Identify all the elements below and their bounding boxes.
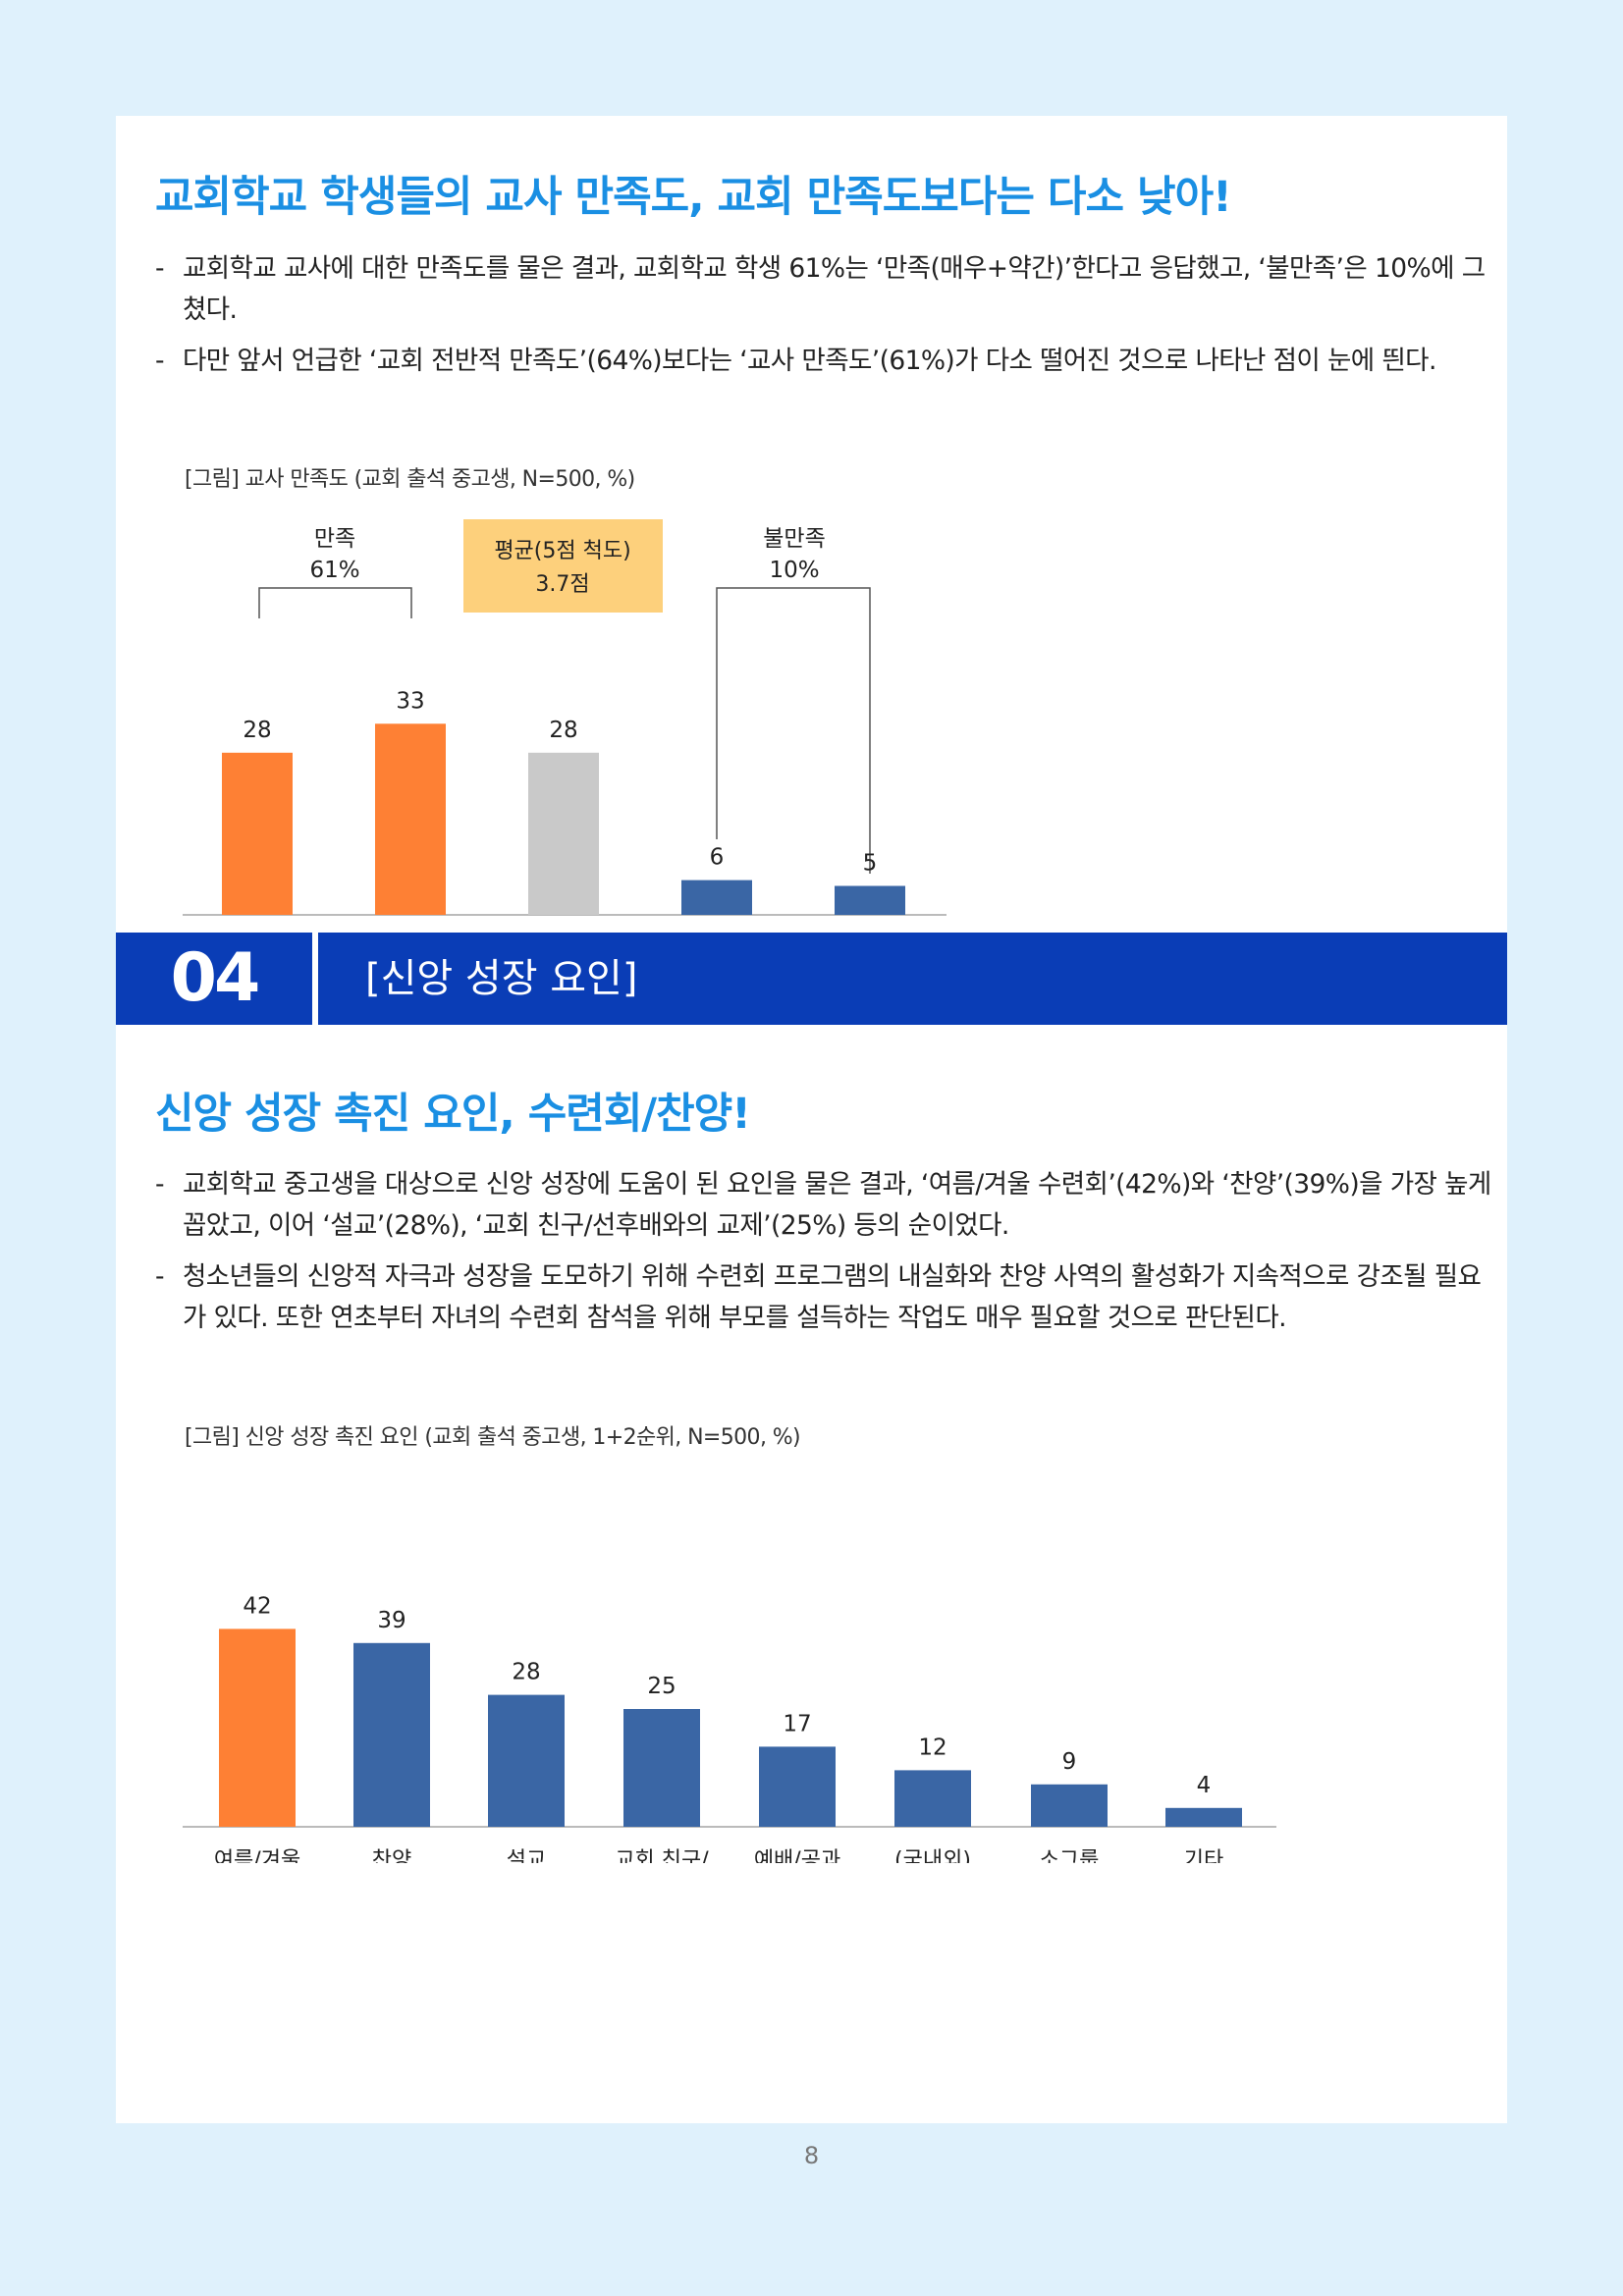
section2-bullet-1: 교회학교 중고생을 대상으로 신앙 성장에 도움이 된 요인을 물은 결과, ‘… xyxy=(155,1164,1495,1247)
chart2-bar xyxy=(623,1709,700,1827)
chart1-group-satisfied-value: 61% xyxy=(309,558,359,583)
section2-bullet-2: 청소년들의 신앙적 자극과 성장을 도모하기 위해 수련회 프로그램의 내실화와… xyxy=(155,1256,1495,1339)
chart2-category-label: 설교 xyxy=(507,1848,546,1863)
chart1-group-unsatisfied-label: 불만족 xyxy=(763,526,825,552)
chart2-category-label: 여름/겨울 xyxy=(214,1848,300,1863)
section-number: 04 xyxy=(170,939,261,1017)
chart1-average-line1: 평균(5점 척도) xyxy=(494,539,630,563)
page-sheet: 교회학교 학생들의 교사 만족도, 교회 만족도보다는 다소 낮아! 교회학교 … xyxy=(116,116,1507,2123)
chart2-value-label: 42 xyxy=(243,1593,271,1619)
chart1-unsatisfied-bracket xyxy=(716,587,871,874)
chart1-value-label: 28 xyxy=(549,718,577,743)
chart1-marks: 28매우 만족33만족하는 편28보통6불만족하는 편5매우 불만족 xyxy=(183,688,947,961)
chart2-category-label: 예배/공과 xyxy=(754,1848,840,1863)
chart2-bar xyxy=(219,1629,296,1827)
chart1-caption: [그림] 교사 만족도 (교회 출석 중고생, N=500, %) xyxy=(185,467,635,492)
page-number: 8 xyxy=(803,2142,820,2169)
chart1-value-label: 33 xyxy=(396,688,424,714)
chart2-bar xyxy=(1031,1784,1108,1827)
chart2-value-label: 9 xyxy=(1062,1749,1077,1775)
chart1-bar xyxy=(835,885,905,915)
chart2-bar xyxy=(894,1770,971,1827)
chart2-caption: [그림] 신앙 성장 촉진 요인 (교회 출석 중고생, 1+2순위, N=50… xyxy=(185,1425,801,1450)
chart2-bar xyxy=(488,1694,565,1827)
section1-bullet-1: 교회학교 교사에 대한 만족도를 물은 결과, 교회학교 학생 61%는 ‘만족… xyxy=(155,248,1495,331)
chart2-value-label: 12 xyxy=(918,1735,947,1760)
chart2-category-label: 기타 xyxy=(1184,1848,1223,1863)
section-header-bar: 04 [신앙 성장 요인] xyxy=(116,933,1507,1025)
chart2-value-label: 4 xyxy=(1197,1773,1212,1798)
chart2-bar xyxy=(353,1642,430,1827)
section-title: [신앙 성장 요인] xyxy=(365,956,638,1001)
section1-heading: 교회학교 학생들의 교사 만족도, 교회 만족도보다는 다소 낮아! xyxy=(155,173,1232,222)
chart1-average-line2: 3.7점 xyxy=(535,572,589,597)
chart2-value-label: 39 xyxy=(377,1608,406,1633)
chart2-category-label: (국내외) xyxy=(894,1848,971,1863)
chart1-bar xyxy=(375,723,446,915)
section1-bullet-2: 다만 앞서 언급한 ‘교회 전반적 만족도’(64%)보다는 ‘교사 만족도’(… xyxy=(155,341,1495,382)
chart1-satisfied-bracket xyxy=(258,587,412,618)
chart2-category-label: 소그룹 xyxy=(1040,1848,1100,1863)
chart1-value-label: 6 xyxy=(710,845,725,871)
chart2-bar xyxy=(1165,1807,1242,1827)
chart2-value-label: 17 xyxy=(783,1711,811,1736)
section2-heading: 신앙 성장 촉진 요인, 수련회/찬양! xyxy=(155,1090,751,1139)
chart1-bar xyxy=(528,752,599,915)
teacher-satisfaction-chart: 만족 61% 평균(5점 척도) 3.7점 불만족 10% 28매우 만족33만… xyxy=(183,519,947,961)
section2-bullets: 교회학교 중고생을 대상으로 신앙 성장에 도움이 된 요인을 물은 결과, ‘… xyxy=(155,1164,1495,1349)
chart1-group-satisfied-label: 만족 xyxy=(314,526,355,552)
chart1-average-box xyxy=(463,519,663,613)
chart1-bar xyxy=(222,752,293,915)
chart2-category-label: 찬양 xyxy=(372,1848,411,1863)
chart2-category-label: 교회 친구/ xyxy=(615,1848,709,1863)
chart1-value-label: 28 xyxy=(243,718,271,743)
section-divider xyxy=(312,933,318,1025)
section1-bullets: 교회학교 교사에 대한 만족도를 물은 결과, 교회학교 학생 61%는 ‘만족… xyxy=(155,248,1495,392)
chart2-value-label: 25 xyxy=(647,1674,676,1699)
chart2-value-label: 28 xyxy=(512,1660,540,1685)
chart2-bar xyxy=(759,1746,836,1827)
chart1-value-label: 5 xyxy=(863,851,878,877)
chart1-group-unsatisfied-value: 10% xyxy=(769,558,819,583)
chart1-bar xyxy=(681,880,752,915)
